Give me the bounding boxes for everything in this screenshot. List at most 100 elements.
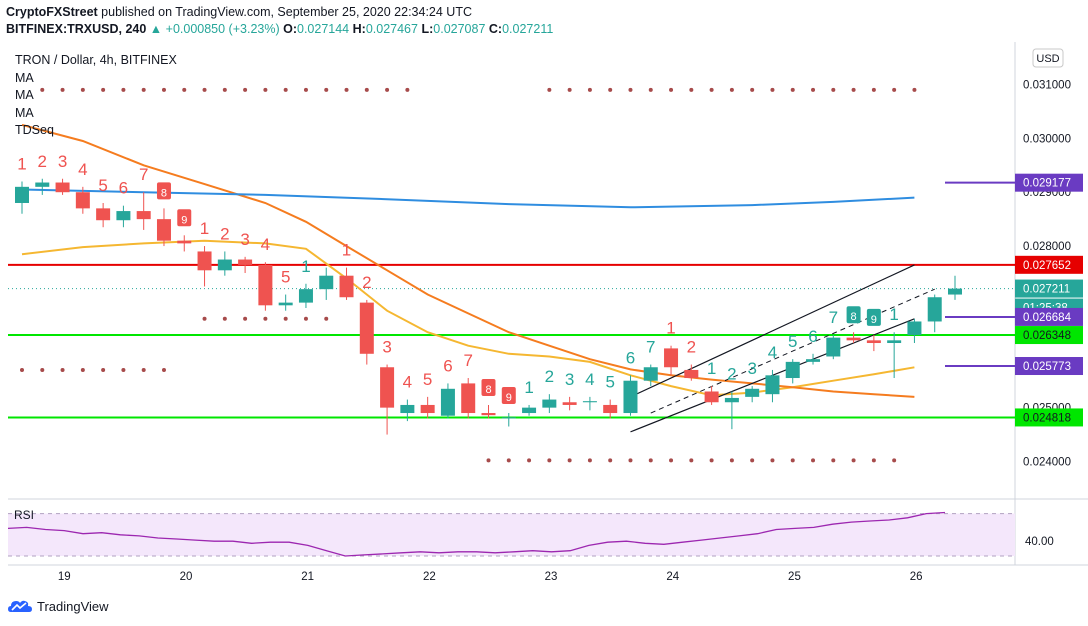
channel-mid-line [650, 288, 935, 414]
price-tag-label: 0.029177 [1023, 178, 1071, 190]
candle-body [501, 417, 516, 419]
legend-tdseq[interactable]: TDSeq [15, 123, 54, 137]
candle-body [380, 367, 395, 408]
td-count-label: 6 [626, 348, 635, 367]
rsi-line [7, 511, 946, 557]
symbol-line: BITFINEX:TRXUSD, 240 [6, 22, 147, 36]
td-dot [567, 458, 572, 463]
candle-body [359, 302, 374, 354]
td-count-label: 2 [38, 152, 47, 171]
price-tag-label: 0.025773 [1023, 361, 1071, 373]
td-count-label: 5 [788, 332, 797, 351]
td-count-label: 4 [78, 160, 87, 179]
candle-body [298, 289, 313, 303]
level-tag [1015, 326, 1083, 345]
price-tag [1015, 357, 1083, 376]
td-count-label: 5 [605, 373, 614, 392]
td-flag-label: 8 [851, 311, 857, 323]
td-count-label: 7 [646, 338, 655, 357]
tradingview-brand: TradingView [37, 598, 109, 614]
price-tag [1015, 279, 1083, 298]
td-flag-label: 9 [181, 214, 187, 226]
candle-body [258, 264, 273, 306]
level-tag [1015, 255, 1083, 274]
td-count-label: 5 [423, 370, 432, 389]
td-flag [501, 387, 516, 405]
tradingview-logo[interactable]: TradingView [8, 598, 109, 614]
candle-body [623, 380, 638, 414]
time-tick-label: 25 [788, 571, 801, 583]
candle-body [116, 211, 131, 221]
td-flag-label: 8 [161, 187, 167, 199]
currency-label: USD [1036, 53, 1059, 65]
td-dot [243, 316, 248, 321]
publisher-name[interactable]: CryptoFXStreet [6, 5, 98, 19]
td-dot [648, 87, 653, 92]
candle-body [684, 369, 699, 379]
td-count-label: 5 [98, 176, 107, 195]
td-count-label: 1 [17, 154, 26, 173]
td-dot [547, 458, 552, 463]
change-text: ▲ +0.000850 (+3.23%) [149, 22, 280, 36]
td-count-label: 1 [524, 378, 533, 397]
td-dot [871, 87, 876, 92]
candle-body [643, 367, 658, 381]
level-tag-label: 0.026348 [1023, 330, 1071, 342]
td-dot [121, 367, 126, 372]
td-count-label: 1 [342, 241, 351, 260]
td-count-label: 2 [727, 364, 736, 383]
td-dot [567, 87, 572, 92]
td-dot [770, 458, 775, 463]
candle-body [603, 404, 618, 414]
td-count-label: 1 [200, 219, 209, 238]
legend-ma-2[interactable]: MA [15, 88, 34, 102]
td-dot [892, 458, 897, 463]
td-dot [324, 87, 329, 92]
td-dot [405, 87, 410, 92]
level-tag [1015, 408, 1083, 427]
td-flag [156, 182, 171, 200]
time-tick-label: 21 [301, 571, 314, 583]
td-dot [506, 458, 511, 463]
price-tag-label: 0.026684 [1023, 312, 1072, 324]
candle-body [55, 182, 70, 193]
close-value: 0.027211 [502, 22, 554, 36]
td-dot [40, 87, 45, 92]
td-dot [161, 367, 166, 372]
td-dot [851, 458, 856, 463]
candle-body [582, 401, 597, 403]
candle-body [319, 275, 334, 290]
td-dot [811, 458, 816, 463]
td-flag [177, 209, 192, 227]
td-dot [364, 87, 369, 92]
open-label: O: [283, 22, 297, 36]
time-tick-label: 26 [910, 571, 923, 583]
td-dot [101, 367, 106, 372]
level-tag-label: 0.027652 [1023, 260, 1071, 272]
td-dot [303, 87, 308, 92]
time-tick-label: 23 [545, 571, 558, 583]
open-value: 0.027144 [297, 22, 350, 36]
candle-body [664, 348, 679, 368]
td-dot [790, 87, 795, 92]
legend-ma-1[interactable]: MA [15, 70, 34, 85]
tradingview-cloud-icon [8, 600, 32, 612]
candle-body [156, 219, 171, 241]
td-count-label: 4 [261, 235, 270, 254]
td-dot [709, 458, 714, 463]
candle-body [420, 404, 435, 414]
td-dot [80, 87, 85, 92]
td-dot [790, 458, 795, 463]
td-count-label: 5 [281, 268, 290, 287]
candle-body [339, 275, 354, 298]
td-dot [608, 458, 613, 463]
td-dot [161, 87, 166, 92]
legend-ma-3[interactable]: MA [15, 105, 34, 120]
td-dot [811, 87, 816, 92]
td-dot [831, 458, 836, 463]
td-dot [283, 87, 288, 92]
candle-body [522, 407, 537, 414]
candle-body [75, 192, 90, 209]
td-dot [689, 458, 694, 463]
